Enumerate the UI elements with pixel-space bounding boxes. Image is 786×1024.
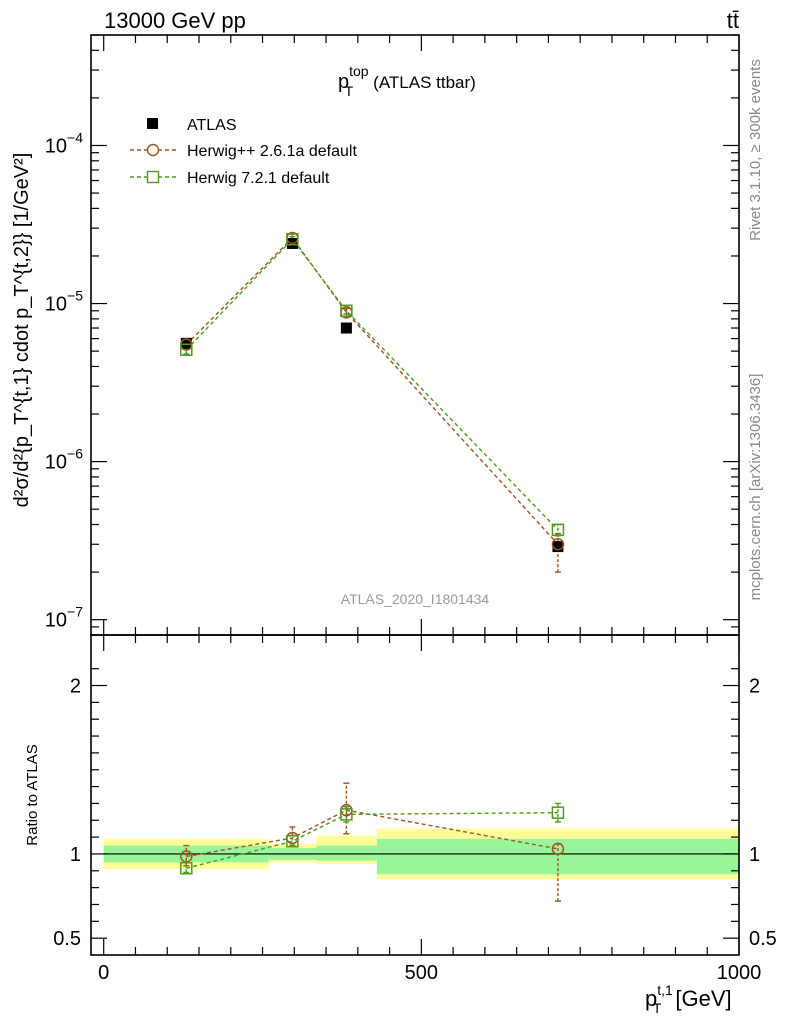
rivet-version-label: Rivet 3.1.10, ≥ 300k events: [747, 59, 764, 241]
main-y-tick-label: 10−5: [45, 288, 83, 316]
ratio-point-herwig7: [180, 862, 193, 875]
legend-label-herwigpp: Herwig++ 2.6.1a default: [187, 143, 357, 160]
ratio-y-tick-label-right: 1: [749, 844, 760, 866]
analysis-watermark: ATLAS_2020_I1801434: [341, 591, 490, 607]
ratio-point-herwigpp: [180, 850, 193, 863]
main-data-point-atlas: [552, 541, 564, 553]
main-data-point-herwigpp: [551, 538, 565, 551]
tick-exponent: −6: [67, 446, 83, 462]
ratio-y-tick-label-right: 0.5: [749, 928, 777, 950]
tick-base: 10: [45, 294, 67, 316]
tick-exponent: −4: [67, 129, 83, 145]
ratio-uncertainty-bands: [103, 828, 739, 880]
x-axis-label: pt,1 T [GeV]: [645, 982, 732, 1016]
tick-exponent: −7: [67, 604, 83, 620]
mcplots-url-label: mcplots.cern.ch [arXiv:1306.3436]: [747, 374, 764, 601]
x-tick-label: 0: [98, 962, 109, 984]
main-data-point-herwig7: [180, 343, 193, 357]
title-rest: (ATLAS ttbar): [373, 73, 476, 92]
main-y-tick-label: 10−6: [45, 446, 83, 474]
x-label-superscript: t,1: [657, 982, 673, 998]
ratio-y-tick-label-right: 2: [749, 676, 760, 698]
header-energy-label: 13000 GeV pp: [104, 8, 246, 33]
tick-exponent: −5: [67, 288, 83, 304]
ratio-y-tick-label-left: 1: [70, 844, 81, 866]
main-plot-title: ptop T (ATLAS ttbar): [338, 63, 476, 99]
legend-marker-atlas: [147, 118, 158, 129]
title-superscript: top: [349, 63, 369, 79]
legend-marker-herwigpp: [146, 143, 160, 157]
legend-marker-herwig7: [146, 170, 160, 184]
x-tick-label: 1000: [717, 962, 762, 984]
legend-label-atlas: ATLAS: [187, 117, 237, 134]
main-data-point-herwig7: [286, 233, 299, 246]
header-process-label: tt̄: [727, 8, 739, 33]
ratio-series-line: [186, 811, 558, 869]
main-data-point-herwig7: [340, 304, 353, 318]
title-subscript: T: [345, 83, 354, 99]
main-y-axis-label: d²σ/d²{p_T^{t,1} cdot p_T^{t,2}} [1/GeV²…: [11, 153, 33, 508]
x-tick-label: 500: [405, 962, 438, 984]
ratio-y-axis-label: Ratio to ATLAS: [24, 744, 41, 845]
ratio-axis-ticks: 0.5 0.5 1 1 2 2 0 500 1000: [53, 635, 777, 984]
main-series-line: [185, 236, 559, 545]
main-y-tick-label: 10−4: [45, 129, 83, 157]
ratio-point-herwig7: [551, 806, 565, 819]
main-series-lines: [183, 233, 561, 573]
ratio-series-line: [186, 809, 559, 858]
ratio-point-herwigpp: [551, 842, 565, 856]
ratio-series-markers: [180, 803, 565, 875]
main-axis-ticks: 10−710−610−510−4: [45, 34, 740, 636]
main-data-point-herwig7: [551, 523, 565, 537]
tick-base: 10: [45, 135, 67, 157]
ratio-band-inner: [316, 845, 377, 861]
title-main: p: [338, 71, 349, 93]
ratio-y-tick-label-left: 0.5: [53, 928, 81, 950]
ratio-point-herwig7: [340, 808, 353, 821]
ratio-plot-frame: [90, 634, 740, 956]
main-data-point-atlas: [180, 337, 192, 349]
legend: ATLAS Herwig++ 2.6.1a default Herwig 7.2…: [130, 117, 357, 187]
main-series-line: [185, 238, 559, 531]
main-y-axis-label-text: d²σ/d²{p_T^{t,1} cdot p_T^{t,2}} [1/GeV²…: [11, 153, 33, 508]
x-label-rest: [GeV]: [675, 986, 731, 1011]
ratio-point-herwig7: [286, 835, 299, 848]
main-series-markers: [180, 231, 565, 553]
main-data-point-atlas: [340, 322, 352, 334]
tick-base: 10: [45, 452, 67, 474]
main-y-tick-label: 10−7: [45, 604, 83, 632]
legend-label-herwig7: Herwig 7.2.1 default: [187, 170, 330, 187]
tick-base: 10: [45, 610, 67, 632]
x-label-main: p: [645, 986, 657, 1011]
x-label-subscript: T: [653, 1000, 662, 1016]
ratio-y-tick-label-left: 2: [70, 676, 81, 698]
